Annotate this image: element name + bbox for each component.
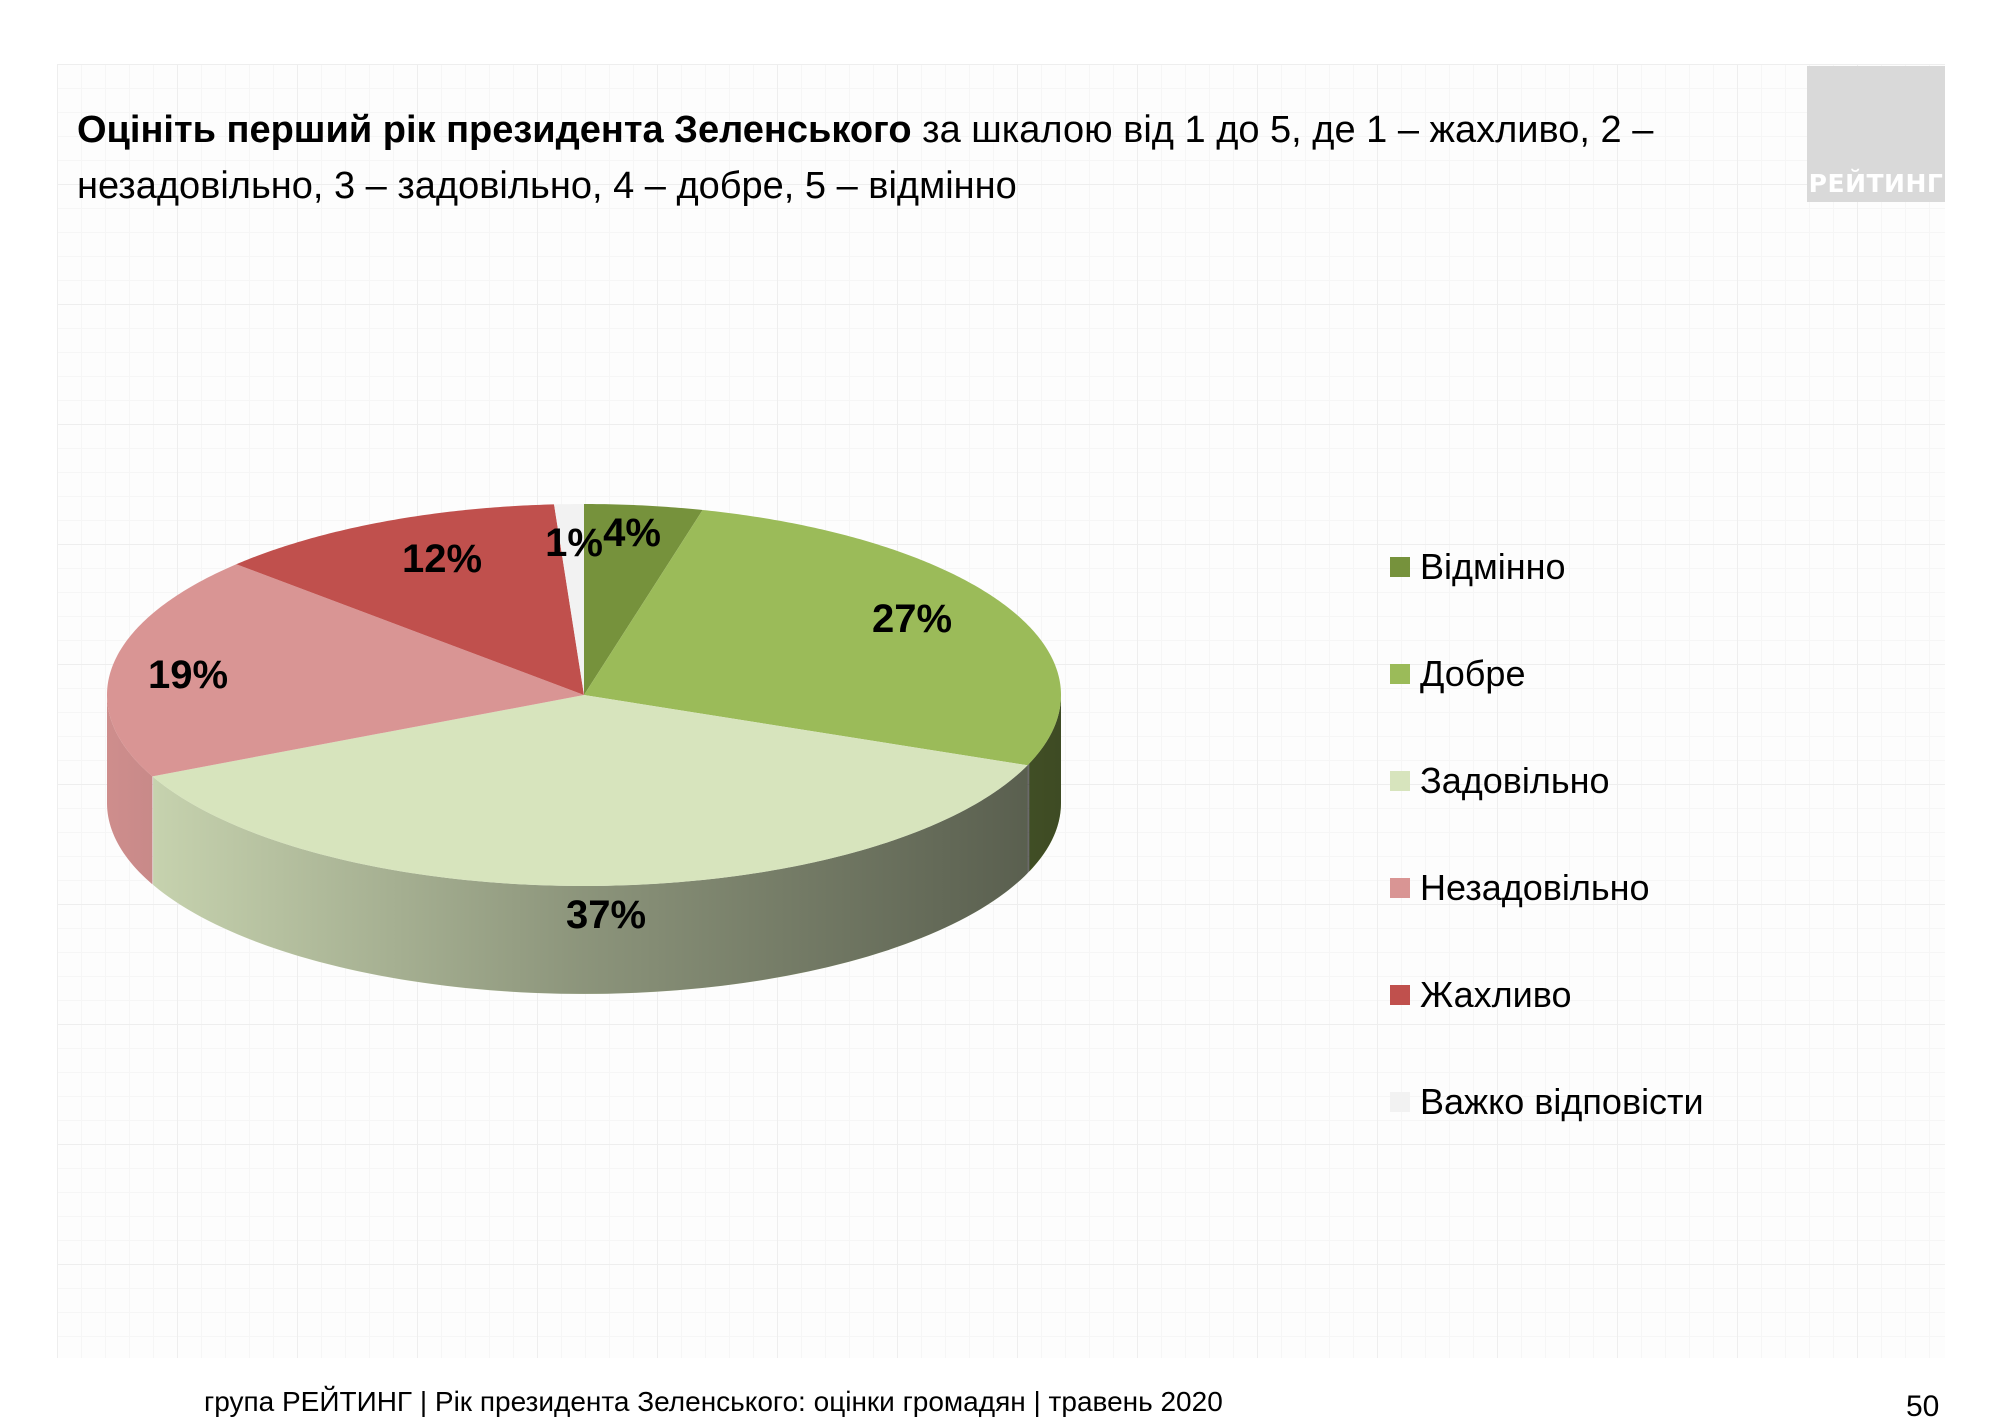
pie-slice-Задовільно [152,695,1028,886]
pie-slice-Відмінно [584,504,703,695]
data-label: 4% [603,511,661,555]
legend-item: Добре [1390,653,1525,695]
legend-swatch [1390,664,1410,684]
data-label: 37% [566,893,646,937]
legend-label: Жахливо [1420,974,1572,1015]
pie-slice-Незадовільно [107,564,585,777]
data-label: 27% [872,597,952,641]
legend-swatch [1390,557,1410,577]
legend-swatch [1390,985,1410,1005]
data-label: 12% [402,537,482,581]
legend-item: Важко відповісти [1390,1081,1704,1123]
legend-label: Добре [1420,653,1526,694]
legend-label: Задовільно [1420,760,1610,801]
legend-item: Відмінно [1390,546,1566,588]
page-number: 50 [1906,1390,1940,1423]
pie-side-shading [107,695,1061,994]
title-bold: Оцініть перший рік президента Зеленськог… [77,109,912,151]
pie-slice-Добре [584,510,1061,766]
legend-item: Задовільно [1390,760,1610,802]
title-rest: за шкалою від 1 до 5, де 1 – жахливо, 2 … [77,109,1654,207]
legend-swatch [1390,771,1410,791]
legend-label: Відмінно [1420,546,1566,587]
data-label: 19% [148,653,228,697]
logo-text: РЕЙТИНГ [1808,169,1944,198]
legend-item: Жахливо [1390,974,1572,1016]
legend-item: Незадовільно [1390,867,1650,909]
legend-swatch [1390,878,1410,898]
data-label: 1% [545,521,603,565]
pie-slice-Жахливо [236,504,584,695]
chart-title: Оцініть перший рік президента Зеленськог… [77,102,1677,214]
legend-swatch [1390,1092,1410,1112]
legend-label: Незадовільно [1420,867,1650,908]
pie-slice-Важко відповісти [554,504,584,695]
rating-logo: РЕЙТИНГ [1807,66,1945,202]
legend-label: Важко відповісти [1420,1081,1704,1122]
footer-text: група РЕЙТИНГ | Рік президента Зеленсько… [204,1386,1223,1417]
